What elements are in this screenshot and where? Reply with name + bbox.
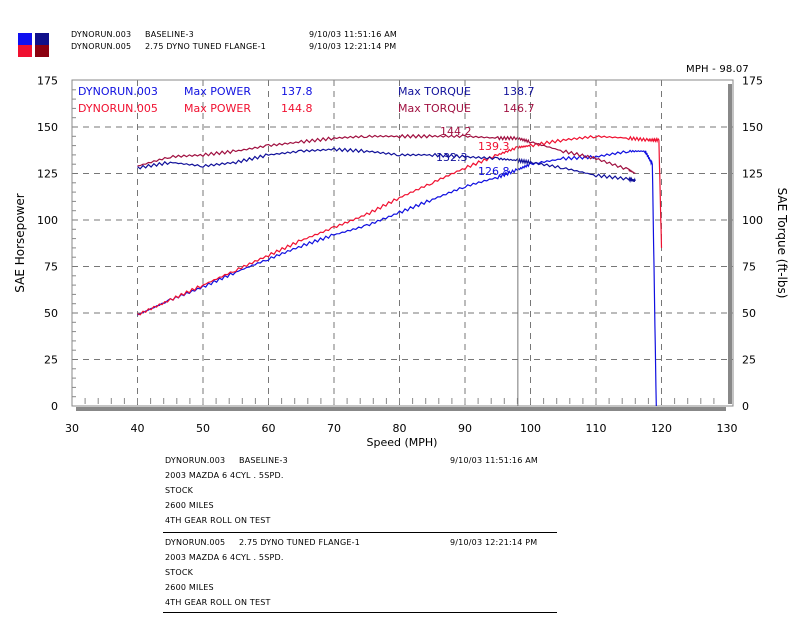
note-line: 4TH GEAR ROLL ON TEST [165,516,271,525]
cursor-value-label: 126.8 [478,165,510,178]
y-tick-label: 125 [37,168,58,181]
note-line: 2003 MAZDA 6 4CYL . 5SPD. [165,553,284,562]
note-run-name: DYNORUN.005 [165,538,226,547]
y-tick-label: 50 [44,307,58,320]
note-line: 4TH GEAR ROLL ON TEST [165,598,271,607]
legend-run005: DYNORUN.005 [78,102,158,115]
x-tick-label: 70 [327,422,341,435]
y-tick-label: 150 [37,121,58,134]
x-tick-label: 50 [196,422,210,435]
y-axis-label: SAE Horsepower [13,193,27,293]
cursor-readout: MPH - 98.07 [686,64,749,75]
y2-tick-label: 0 [742,400,749,413]
header-run-time: 9/10/03 11:51:16 AM [309,30,398,39]
cursor-value-label: 139.3 [478,140,510,153]
legend-run003-torque-label: Max TORQUE [398,85,471,98]
series-line-dynorun-003-power [137,149,657,407]
right-scrollbar[interactable] [728,84,732,404]
note-line: STOCK [165,568,194,577]
y-tick-label: 175 [37,75,58,88]
header-run-name: DYNORUN.003 [71,30,132,39]
note-run-name: DYNORUN.003 [165,456,226,465]
legend-run003-torque: 138.7 [503,85,535,98]
legend-run003-power: 137.8 [281,85,313,98]
x-axis-label: Speed (MPH) [367,436,438,449]
grid [72,80,733,406]
note-run-time: 9/10/03 12:21:14 PM [450,538,538,547]
cursor-value-label: 132.3 [436,151,468,164]
y-tick-label: 0 [51,400,58,413]
note-run-time: 9/10/03 11:51:16 AM [450,456,539,465]
series-line-dynorun-003-torque [137,147,636,183]
note-run-desc: 2.75 DYNO TUNED FLANGE-1 [239,538,361,547]
dyno-chart: 0 0 25 25 50 50 75 75 100 100 125 125 150 150 175 175 30… [13,75,789,450]
y2-axis-label: SAE Torque (ft-lbs) [775,188,789,299]
x-tick-label: 90 [458,422,472,435]
note-line: 2003 MAZDA 6 4CYL . 5SPD. [165,471,284,480]
x-tick-label: 80 [393,422,407,435]
y-tick-label: 25 [44,354,58,367]
legend-run005-torque: 146.7 [503,102,535,115]
y2-tick-label: 25 [742,354,756,367]
run005-color-swatch-power [18,45,32,57]
x-tick-label: 30 [65,422,79,435]
y-tick-label: 100 [37,214,58,227]
series-line-dynorun-005-torque [137,133,636,174]
plot-frame [71,79,734,407]
note-run-desc: BASELINE-3 [239,456,288,465]
y2-tick-label: 175 [742,75,763,88]
legend-run003: DYNORUN.003 [78,85,158,98]
note-line: 2600 MILES [165,583,214,592]
header-run-time: 9/10/03 12:21:14 PM [309,42,397,51]
legend-run005-power: 144.8 [281,102,313,115]
note-line: STOCK [165,486,194,495]
series-line-dynorun-005-power [137,135,663,316]
x-tick-label: 110 [586,422,607,435]
y2-tick-label: 75 [742,261,756,274]
legend-run005-torque-label: Max TORQUE [398,102,471,115]
note-line: 2600 MILES [165,501,214,510]
bottom-scrollbar[interactable] [76,407,726,411]
x-tick-label: 100 [520,422,541,435]
header-run-desc: BASELINE-3 [145,30,194,39]
header-run-desc: 2.75 DYNO TUNED FLANGE-1 [145,42,267,51]
y2-tick-label: 50 [742,307,756,320]
x-tick-label: 120 [651,422,672,435]
notes-bottom-divider [163,612,557,613]
notes-divider [163,532,557,533]
run003-color-swatch-torque [35,33,49,45]
x-tick-label: 130 [717,422,738,435]
run005-color-swatch-torque [35,45,49,57]
header-run-name: DYNORUN.005 [71,42,132,51]
x-tick-label: 40 [131,422,145,435]
y-tick-label: 75 [44,261,58,274]
run003-color-swatch-power [18,33,32,45]
y2-tick-label: 125 [742,168,763,181]
y2-tick-label: 100 [742,214,763,227]
legend-run005-power-label: Max POWER [184,102,251,115]
x-tick-label: 60 [262,422,276,435]
cursor-value-label: 144.2 [440,125,472,138]
legend-run003-power-label: Max POWER [184,85,251,98]
y2-tick-label: 150 [742,121,763,134]
